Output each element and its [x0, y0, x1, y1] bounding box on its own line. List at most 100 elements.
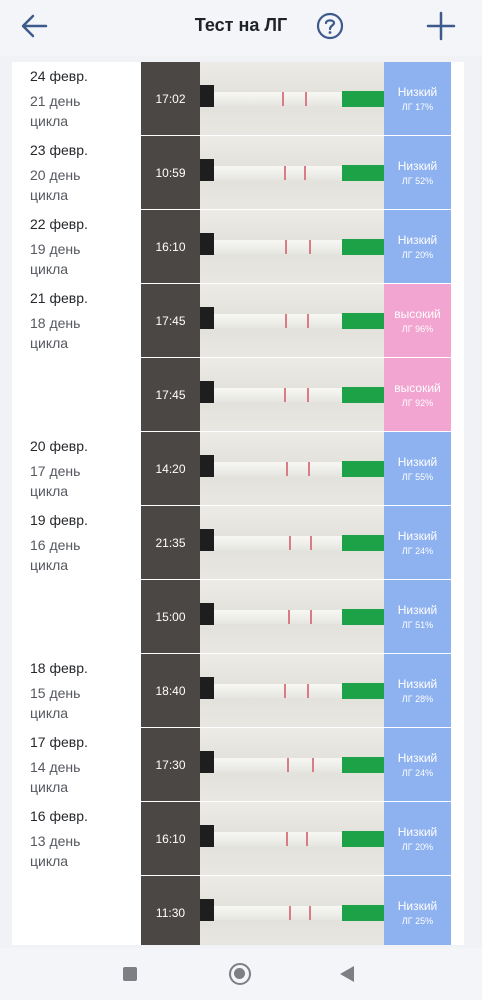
test-row[interactable]: 15:00 Низкий ЛГ 51% — [12, 580, 464, 654]
test-line — [307, 314, 309, 328]
control-line — [285, 314, 287, 328]
test-strip — [200, 388, 384, 402]
test-row[interactable]: 17 февр. 14 день цикла 17:30 Низкий ЛГ 24% — [12, 728, 464, 802]
test-time: 11:30 — [155, 905, 186, 920]
test-strip-photo[interactable] — [200, 728, 384, 801]
lh-level-label: высокий — [394, 306, 441, 321]
test-date: 24 февр. — [30, 68, 88, 84]
test-row[interactable]: 16 февр. 13 день цикла 16:10 Низкий ЛГ 20% — [12, 802, 464, 876]
time-cell: 21:35 — [141, 506, 200, 579]
test-row[interactable]: 23 февр. 20 день цикла 10:59 Низкий ЛГ 52% — [12, 136, 464, 210]
lh-level-badge: Низкий ЛГ 24% — [384, 728, 451, 801]
test-line — [307, 684, 309, 698]
test-strip-photo[interactable] — [200, 506, 384, 579]
date-block: 21 февр. 18 день цикла — [30, 288, 135, 353]
strip-end-tab — [342, 165, 384, 181]
test-row[interactable]: 22 февр. 19 день цикла 16:10 Низкий ЛГ 20% — [12, 210, 464, 284]
time-cell: 18:40 — [141, 654, 200, 727]
time-cell: 16:10 — [141, 210, 200, 283]
test-strip — [200, 166, 384, 180]
lh-level-label: Низкий — [397, 676, 438, 691]
cycle-day: 21 день цикла — [30, 93, 81, 129]
lh-level-badge: высокий ЛГ 96% — [384, 284, 451, 357]
date-block — [30, 880, 135, 885]
test-strip-photo[interactable] — [200, 876, 384, 945]
strip-grip — [200, 159, 214, 181]
lh-level-badge: Низкий ЛГ 17% — [384, 62, 451, 135]
test-strip — [200, 314, 384, 328]
lh-test-list[interactable]: 24 февр. 21 день цикла 17:02 Низкий ЛГ 17% 23… — [12, 62, 464, 945]
test-row[interactable]: 20 февр. 17 день цикла 14:20 Низкий ЛГ 55% — [12, 432, 464, 506]
strip-end-tab — [342, 831, 384, 847]
test-time: 10:59 — [155, 165, 186, 180]
control-line — [289, 906, 291, 920]
test-date: 20 февр. — [30, 438, 88, 454]
test-strip-photo[interactable] — [200, 802, 384, 875]
time-cell: 16:10 — [141, 802, 200, 875]
lh-percent: ЛГ 51% — [401, 619, 434, 630]
test-row[interactable]: 19 февр. 16 день цикла 21:35 Низкий ЛГ 24% — [12, 506, 464, 580]
lh-level-badge: Низкий ЛГ 20% — [384, 210, 451, 283]
arrow-left-icon[interactable] — [20, 12, 48, 40]
lh-level-label: Низкий — [397, 528, 438, 543]
plus-icon[interactable] — [426, 11, 456, 41]
date-block: 23 февр. 20 день цикла — [30, 140, 135, 205]
lh-level-label: Низкий — [397, 602, 438, 617]
lh-percent: ЛГ 24% — [401, 545, 434, 556]
test-line — [310, 610, 312, 624]
date-block: 22 февр. 19 день цикла — [30, 214, 135, 279]
page-title: Тест на ЛГ — [194, 15, 288, 35]
control-line — [288, 610, 290, 624]
control-line — [286, 462, 288, 476]
test-strip-photo[interactable] — [200, 284, 384, 357]
strip-end-tab — [342, 239, 384, 255]
test-time: 21:35 — [155, 535, 186, 550]
test-date: 21 февр. — [30, 290, 88, 306]
test-date: 22 февр. — [30, 216, 88, 232]
date-block: 17 февр. 14 день цикла — [30, 732, 135, 797]
square-icon[interactable] — [123, 967, 137, 981]
cycle-day: 19 день цикла — [30, 241, 81, 277]
test-date: 19 февр. — [30, 512, 88, 528]
test-strip — [200, 610, 384, 624]
test-strip-photo[interactable] — [200, 654, 384, 727]
test-line — [309, 906, 311, 920]
lh-percent: ЛГ 25% — [401, 915, 434, 926]
test-line — [309, 240, 311, 254]
test-row[interactable]: 21 февр. 18 день цикла 17:45 высокий ЛГ 96% — [12, 284, 464, 358]
test-strip — [200, 832, 384, 846]
control-line — [282, 92, 284, 106]
triangle-back-icon[interactable] — [340, 966, 354, 982]
test-time: 17:45 — [155, 313, 186, 328]
lh-percent: ЛГ 92% — [401, 397, 434, 408]
test-strip-photo[interactable] — [200, 358, 384, 431]
date-block: 24 февр. 21 день цикла — [30, 66, 135, 131]
test-row[interactable]: 18 февр. 15 день цикла 18:40 Низкий ЛГ 28% — [12, 654, 464, 728]
test-strip-photo[interactable] — [200, 210, 384, 283]
test-strip-photo[interactable] — [200, 62, 384, 135]
question-circle-icon[interactable] — [316, 12, 344, 40]
test-strip-photo[interactable] — [200, 432, 384, 505]
cycle-day: 14 день цикла — [30, 759, 81, 795]
lh-level-label: Низкий — [397, 898, 438, 913]
test-strip-photo[interactable] — [200, 580, 384, 653]
test-strip — [200, 684, 384, 698]
test-row[interactable]: 24 февр. 21 день цикла 17:02 Низкий ЛГ 17% — [12, 62, 464, 136]
test-time: 15:00 — [155, 609, 186, 624]
strip-end-tab — [342, 461, 384, 477]
strip-grip — [200, 603, 214, 625]
circle-icon[interactable] — [229, 963, 251, 985]
test-strip-photo[interactable] — [200, 136, 384, 209]
cycle-day: 18 день цикла — [30, 315, 81, 351]
strip-grip — [200, 85, 214, 107]
strip-grip — [200, 529, 214, 551]
test-time: 17:30 — [155, 757, 186, 772]
test-row[interactable]: 17:45 высокий ЛГ 92% — [12, 358, 464, 432]
lh-percent: ЛГ 52% — [401, 175, 434, 186]
lh-level-label: Низкий — [397, 232, 438, 247]
strip-end-tab — [342, 683, 384, 699]
test-line — [308, 462, 310, 476]
test-row[interactable]: 11:30 Низкий ЛГ 25% — [12, 876, 464, 945]
control-line — [284, 388, 286, 402]
time-cell: 17:45 — [141, 358, 200, 431]
